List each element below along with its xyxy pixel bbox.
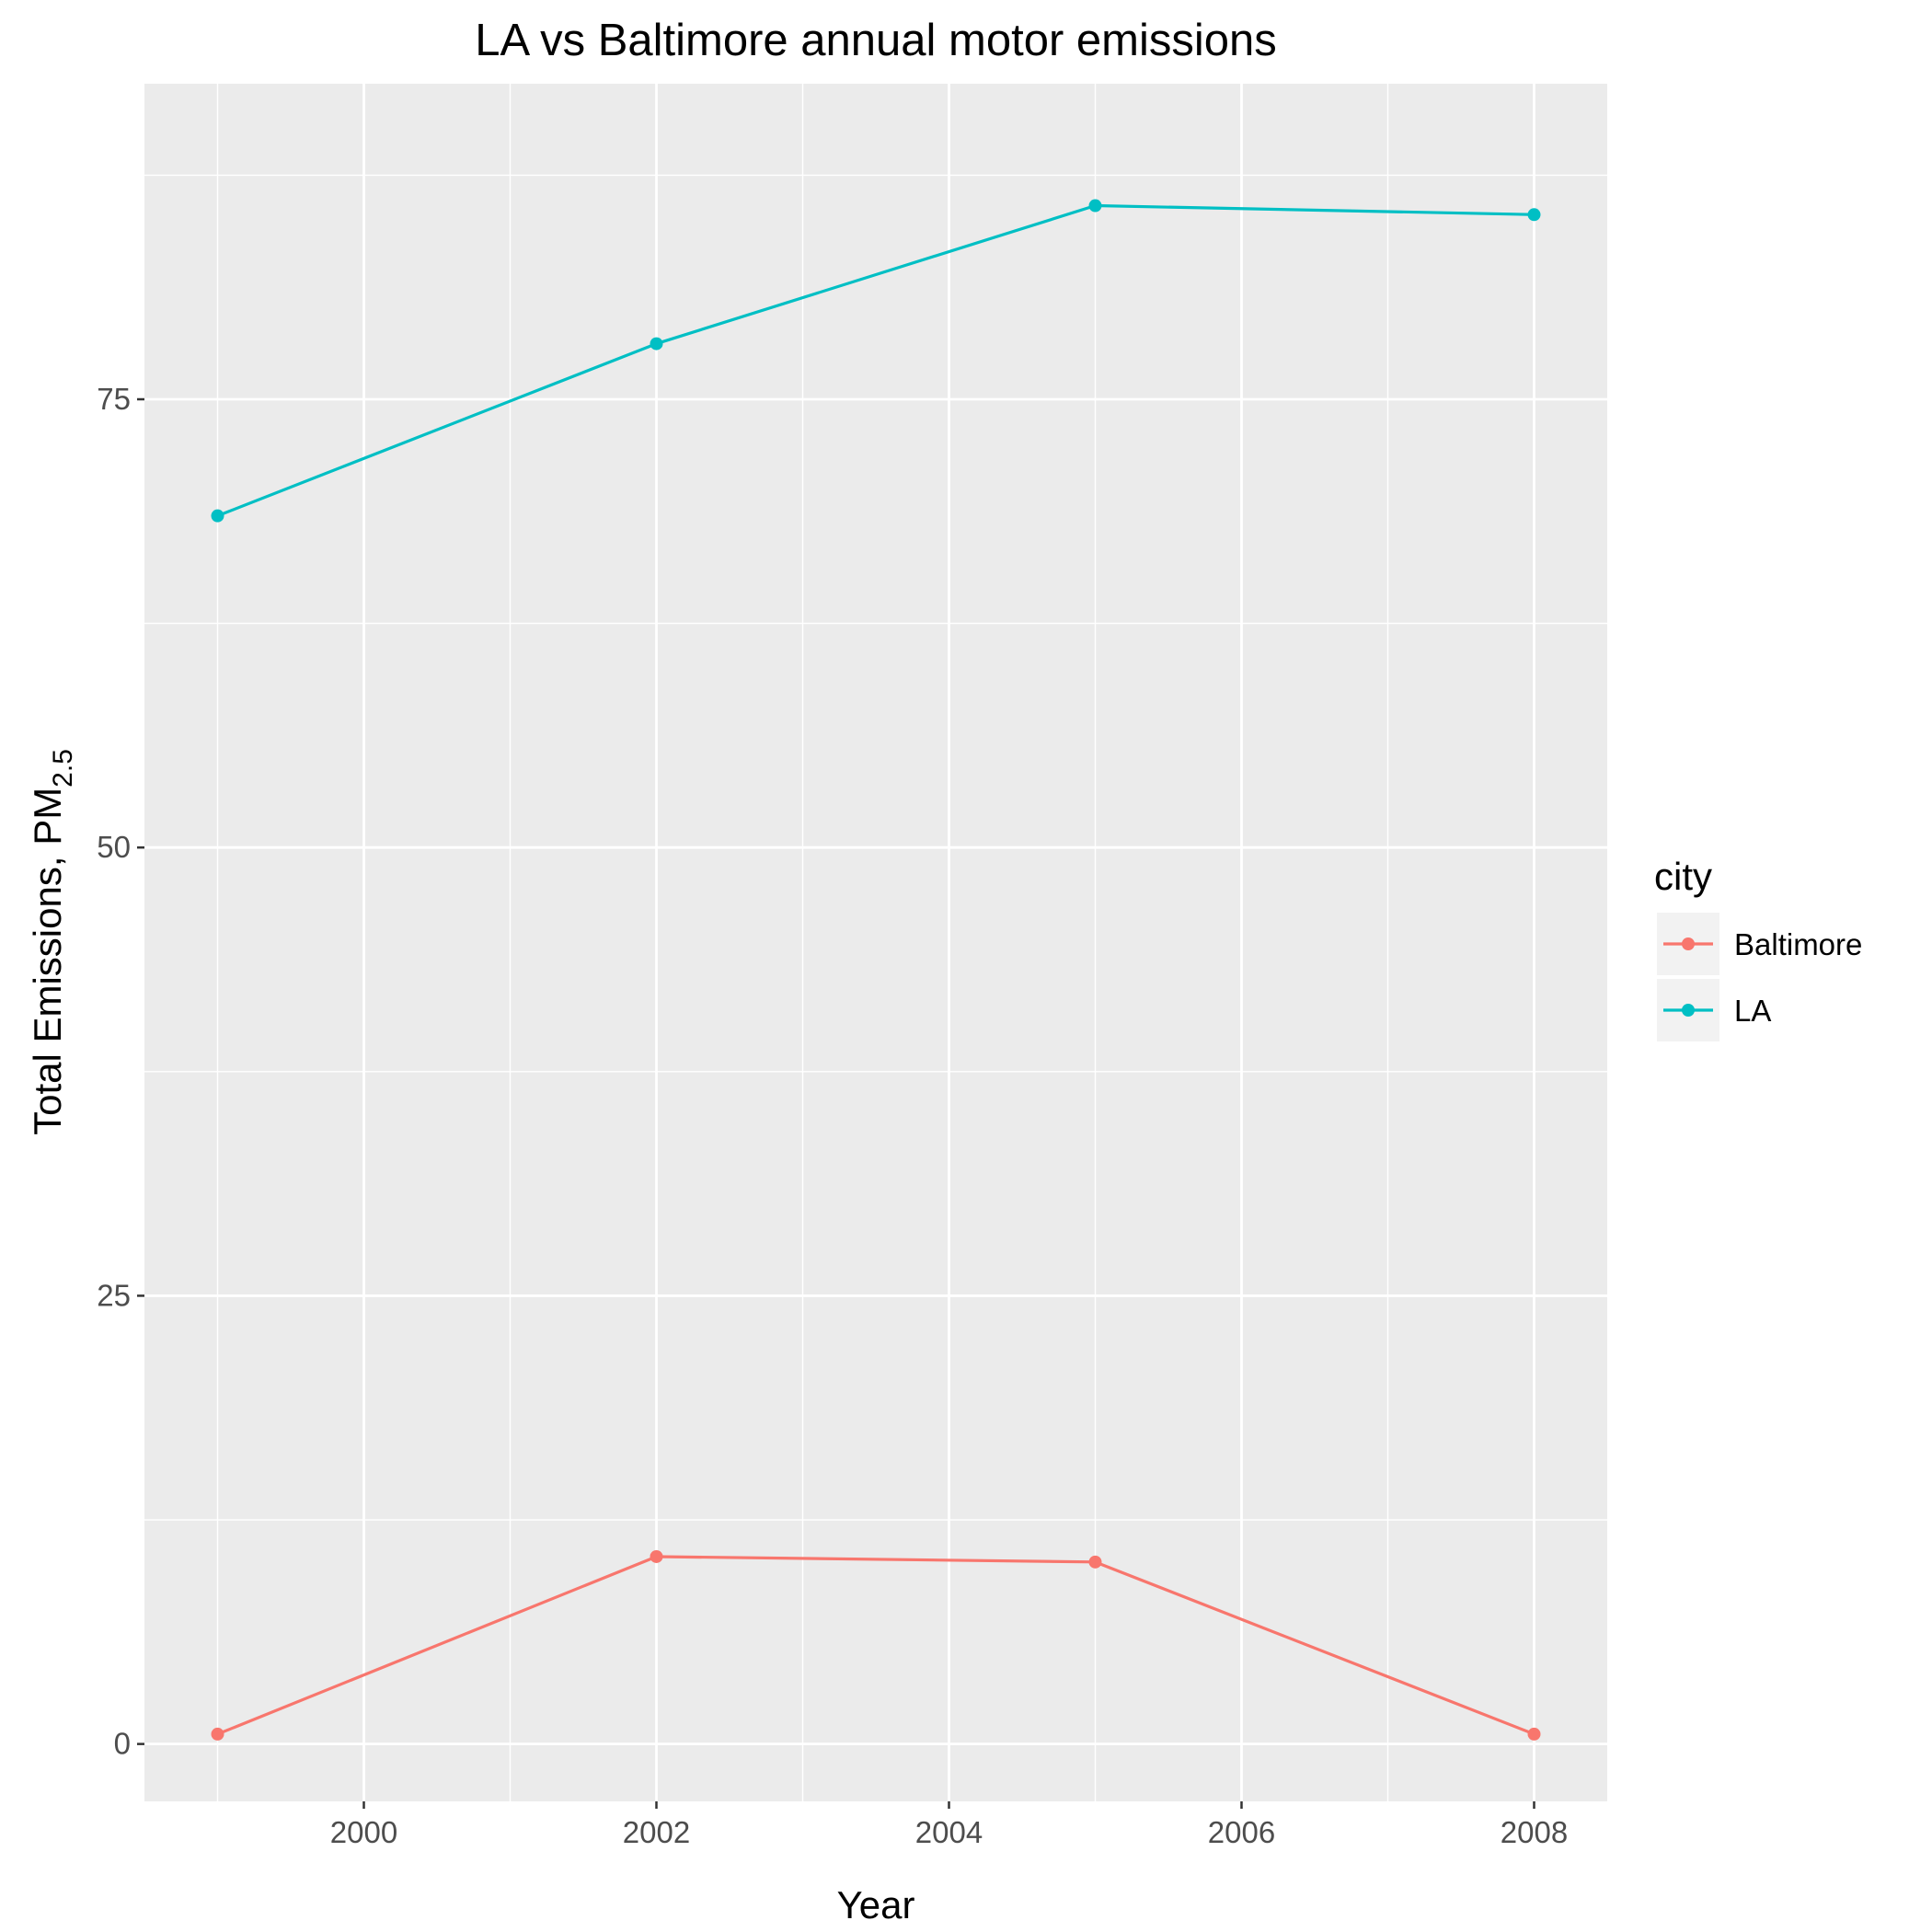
chart-title: LA vs Baltimore annual motor emissions <box>475 16 1277 65</box>
legend-key-point <box>1682 937 1695 950</box>
x-tick-label: 2006 <box>1208 1815 1275 1849</box>
series-line-baltimore <box>216 1555 1535 1736</box>
legend-key-point <box>1682 1004 1695 1017</box>
data-point-la <box>1527 208 1541 222</box>
data-point-baltimore <box>1527 1727 1541 1741</box>
x-tick-label: 2004 <box>915 1815 983 1849</box>
y-tick-label: 75 <box>97 382 131 416</box>
data-point-baltimore <box>650 1549 663 1563</box>
legend-title: city <box>1654 855 1712 898</box>
y-tick-label: 50 <box>97 830 131 864</box>
y-tick-label: 25 <box>97 1278 131 1312</box>
legend-label: LA <box>1734 994 1771 1028</box>
x-tick-label: 2002 <box>623 1815 690 1849</box>
legend-label: Baltimore <box>1734 927 1862 961</box>
y-axis-label: Total Emissions, PM2.5 <box>26 749 78 1135</box>
data-point-la <box>211 509 224 523</box>
grid-minor <box>144 84 1607 1801</box>
y-tick-label: 0 <box>114 1727 131 1761</box>
series-line-la <box>216 203 1535 518</box>
x-axis: 2000 2002 2004 2006 2008 <box>330 1801 1568 1849</box>
legend-item-baltimore: Baltimore <box>1657 913 1862 975</box>
x-tick-label: 2000 <box>330 1815 397 1849</box>
legend-item-la: LA <box>1657 979 1771 1041</box>
legend: city Baltimore LA <box>1654 855 1862 1041</box>
x-tick-label: 2008 <box>1501 1815 1568 1849</box>
grid-major <box>144 84 1607 1801</box>
y-axis: 0 25 50 75 <box>97 382 144 1761</box>
legend-items: Baltimore LA <box>1657 913 1862 1041</box>
data-point-la <box>1088 199 1102 213</box>
data-point-baltimore <box>211 1727 224 1741</box>
x-axis-label: Year <box>837 1883 915 1926</box>
y-axis-label-subscript: 2.5 <box>48 749 78 788</box>
data-point-baltimore <box>1088 1555 1102 1569</box>
y-axis-label-main: Total Emissions, PM <box>26 788 69 1135</box>
series-layer <box>211 199 1541 1741</box>
plot-panel <box>144 84 1607 1801</box>
data-point-la <box>650 337 663 351</box>
